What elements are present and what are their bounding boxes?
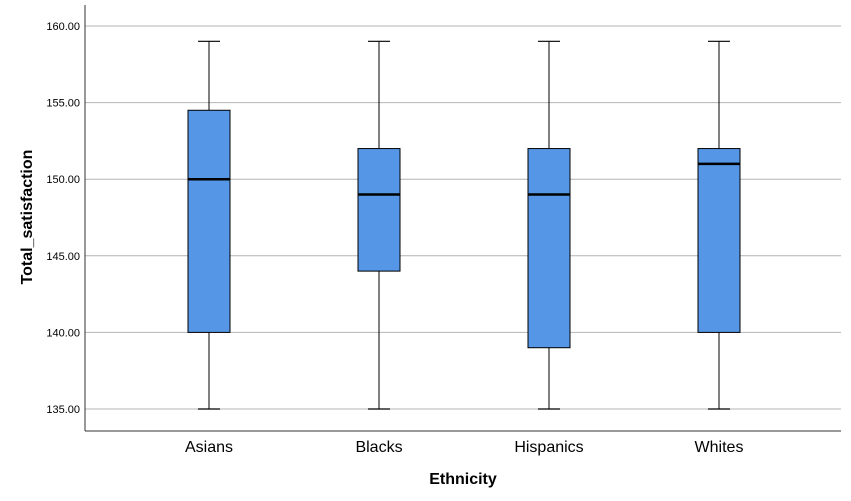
iqr-box xyxy=(357,148,401,272)
x-tick-label: Whites xyxy=(695,439,744,456)
iqr-box xyxy=(697,148,741,333)
y-tick-labels: 135.00 140.00 145.00 150.00 155.00 160.00 xyxy=(46,21,80,416)
box-group xyxy=(527,40,571,410)
box-group xyxy=(697,40,741,410)
y-tick-label: 145.00 xyxy=(46,251,80,263)
x-axis-title: Ethnicity xyxy=(429,471,497,488)
boxes xyxy=(187,40,741,410)
x-tick-label: Blacks xyxy=(355,439,402,456)
y-tick-label: 155.00 xyxy=(46,98,80,110)
y-tick-label: 160.00 xyxy=(46,21,80,33)
y-tick-label: 140.00 xyxy=(46,327,80,339)
x-tick-label: Hispanics xyxy=(514,439,583,456)
x-tick-labels: Asians Blacks Hispanics Whites xyxy=(185,439,743,456)
y-tick-label: 150.00 xyxy=(46,174,80,186)
axes xyxy=(84,5,841,432)
y-tick-label: 135.00 xyxy=(46,404,80,416)
iqr-box xyxy=(187,109,231,333)
box-group xyxy=(357,40,401,410)
iqr-box xyxy=(527,148,571,349)
x-tick-label: Asians xyxy=(185,439,233,456)
box-group xyxy=(187,40,231,410)
y-axis-title: Total_satisfaction xyxy=(19,150,36,285)
